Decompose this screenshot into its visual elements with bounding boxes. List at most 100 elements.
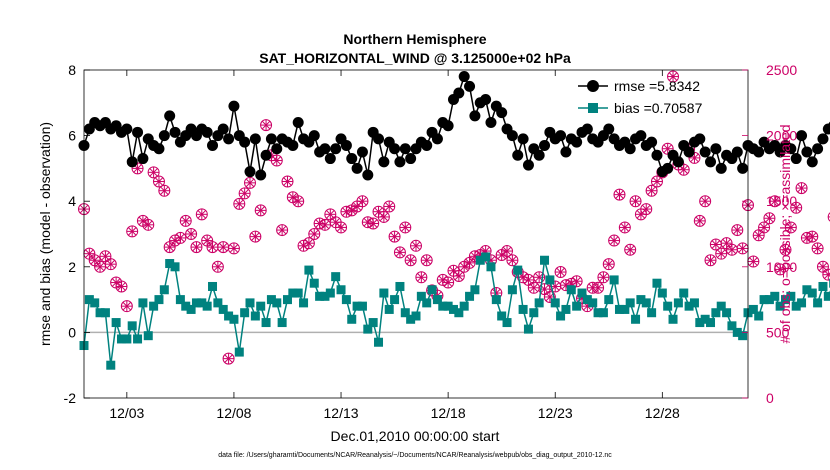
bias-point bbox=[775, 301, 785, 311]
bias-point bbox=[202, 301, 212, 311]
rmse-point bbox=[137, 153, 149, 165]
rmse-point bbox=[571, 136, 583, 148]
rmse-point bbox=[662, 162, 674, 174]
bias-point bbox=[641, 298, 651, 308]
bias-point bbox=[684, 301, 694, 311]
obs-point bbox=[233, 197, 246, 210]
obs-point bbox=[709, 238, 722, 251]
bias-point bbox=[780, 295, 790, 305]
bias-point bbox=[256, 301, 266, 311]
bias-point bbox=[175, 295, 185, 305]
obs-point bbox=[618, 221, 631, 234]
bias-point bbox=[218, 304, 228, 314]
bias-point bbox=[368, 318, 378, 328]
bias-point bbox=[181, 301, 191, 311]
x-tick-label: 12/13 bbox=[324, 405, 359, 421]
bias-point bbox=[797, 298, 807, 308]
bias-point bbox=[523, 324, 533, 334]
rmse-point bbox=[485, 116, 497, 128]
rmse-point bbox=[496, 107, 508, 119]
bias-point bbox=[186, 304, 196, 314]
obs-point bbox=[554, 266, 567, 279]
rmse-point bbox=[790, 153, 802, 165]
obs-point bbox=[506, 254, 519, 267]
obs-point bbox=[367, 217, 380, 230]
rmse-point bbox=[244, 166, 256, 178]
obs-point bbox=[774, 263, 787, 276]
rmse-point bbox=[319, 143, 331, 155]
bias-point bbox=[459, 301, 469, 311]
obs-point bbox=[211, 260, 224, 273]
obs-point bbox=[99, 250, 112, 263]
obs-point bbox=[806, 230, 819, 243]
bias-point bbox=[759, 295, 769, 305]
rmse-point bbox=[635, 130, 647, 142]
bias-point bbox=[95, 308, 105, 318]
rmse-point bbox=[121, 123, 133, 135]
bias-point bbox=[454, 308, 464, 318]
obs-point bbox=[442, 276, 455, 289]
bias-point bbox=[818, 281, 828, 291]
obs-point bbox=[415, 271, 428, 284]
obs-point bbox=[227, 242, 240, 255]
obs-point bbox=[270, 154, 283, 167]
bias-point bbox=[90, 298, 100, 308]
bias-point bbox=[593, 308, 603, 318]
bias-point bbox=[481, 252, 491, 262]
legend-rmse-marker bbox=[587, 80, 599, 92]
bias-point bbox=[566, 285, 576, 295]
bias-point bbox=[325, 288, 335, 298]
rmse-point bbox=[255, 169, 267, 181]
bias-point bbox=[84, 295, 94, 305]
bias-point bbox=[791, 301, 801, 311]
bias-point bbox=[127, 321, 137, 331]
rmse-point bbox=[431, 133, 443, 145]
bias-point bbox=[807, 288, 817, 298]
bias-point bbox=[229, 314, 239, 324]
rmse-point bbox=[624, 143, 636, 155]
obs-point bbox=[624, 243, 637, 256]
bias-point bbox=[711, 308, 721, 318]
obs-point bbox=[276, 224, 289, 237]
obs-point bbox=[174, 231, 187, 244]
rmse-point bbox=[785, 143, 797, 155]
rmse-point bbox=[239, 136, 251, 148]
rmse-point bbox=[265, 133, 277, 145]
x-tick-label: 12/18 bbox=[431, 405, 466, 421]
rmse-point bbox=[217, 123, 229, 135]
obs-point bbox=[736, 242, 749, 255]
rmse-point bbox=[512, 149, 524, 161]
bias-point bbox=[695, 318, 705, 328]
x-tick-label: 12/03 bbox=[109, 405, 144, 421]
obs-point bbox=[383, 200, 396, 213]
bias-point bbox=[609, 275, 619, 285]
obs-point bbox=[784, 221, 797, 234]
obs-point bbox=[790, 201, 803, 214]
y-left-tick-label: 2 bbox=[68, 259, 76, 275]
bias-point bbox=[679, 288, 689, 298]
obs-point bbox=[356, 195, 369, 208]
rmse-point bbox=[603, 123, 615, 135]
rmse-point bbox=[164, 110, 176, 122]
bias-point bbox=[379, 288, 389, 298]
bias-point bbox=[411, 311, 421, 321]
obs-point bbox=[763, 212, 776, 225]
rmse-point bbox=[394, 156, 406, 168]
bias-point bbox=[191, 298, 201, 308]
obs-point bbox=[811, 242, 824, 255]
rmse-point bbox=[560, 146, 572, 158]
rmse-point bbox=[683, 146, 695, 158]
plot-frame bbox=[83, 69, 749, 399]
obs-point bbox=[308, 228, 321, 240]
rmse-point bbox=[533, 149, 545, 161]
bias-point bbox=[122, 334, 132, 344]
obs-point bbox=[608, 234, 621, 247]
obs-point bbox=[83, 247, 96, 260]
rmse-point bbox=[796, 130, 808, 142]
obs-point bbox=[104, 258, 117, 271]
rmse-point bbox=[389, 143, 401, 155]
obs-point bbox=[827, 212, 830, 222]
bias-point bbox=[716, 301, 726, 311]
obs-point bbox=[94, 260, 107, 273]
bias-point bbox=[663, 301, 673, 311]
